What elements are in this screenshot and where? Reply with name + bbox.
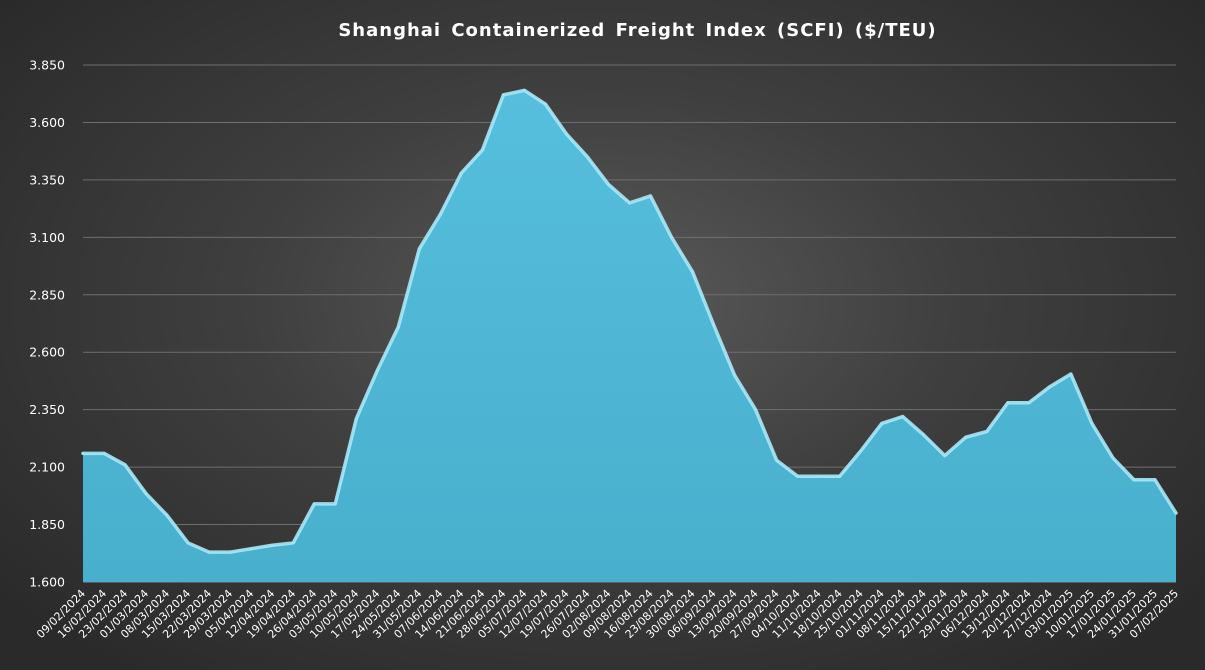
data-point xyxy=(1048,385,1052,388)
data-point xyxy=(586,155,589,159)
data-point xyxy=(228,550,232,554)
data-point xyxy=(1153,478,1157,481)
data-point xyxy=(523,89,526,92)
data-point xyxy=(1174,511,1178,515)
data-point xyxy=(901,415,904,418)
y-tick-label: 1.600 xyxy=(29,575,65,590)
data-point xyxy=(838,475,841,478)
data-point xyxy=(859,449,862,453)
data-point xyxy=(754,408,757,411)
data-point xyxy=(649,194,652,198)
data-point xyxy=(207,550,211,554)
data-point xyxy=(880,422,883,425)
y-tick-label: 2.600 xyxy=(29,345,65,360)
y-tick-label: 3.100 xyxy=(29,230,65,245)
y-axis: 1.600 1.850 2.100 2.350 2.600 2.850 3.100 3.350… xyxy=(29,58,65,590)
data-point xyxy=(102,452,106,455)
y-tick-label: 2.350 xyxy=(29,402,65,417)
data-point xyxy=(291,541,295,545)
data-point xyxy=(565,132,568,136)
data-point xyxy=(1069,372,1073,376)
data-point xyxy=(943,454,946,457)
y-tick-label: 3.350 xyxy=(29,172,65,187)
data-point xyxy=(376,369,379,372)
area-fill xyxy=(83,90,1176,582)
chart-title: Shanghai Containerized Freight Index (SC… xyxy=(338,20,937,41)
data-point xyxy=(418,247,421,251)
y-tick-label: 2.100 xyxy=(29,460,65,475)
data-point xyxy=(334,502,337,506)
data-point xyxy=(313,502,316,506)
y-tick-label: 3.600 xyxy=(29,115,65,130)
x-axis: 09/02/202416/02/202423/02/202401/03/2024… xyxy=(34,587,1181,641)
data-point xyxy=(733,374,736,377)
data-point xyxy=(481,148,484,152)
data-point xyxy=(544,102,547,106)
data-point xyxy=(270,544,274,547)
data-point xyxy=(1090,422,1094,425)
data-point xyxy=(922,433,925,437)
data-point xyxy=(712,323,715,326)
data-point xyxy=(607,183,610,186)
data-point xyxy=(1132,478,1136,481)
data-point xyxy=(355,417,358,421)
data-point xyxy=(1111,456,1115,460)
data-point xyxy=(964,436,968,439)
data-point xyxy=(1027,401,1031,404)
data-point xyxy=(186,541,190,545)
data-point xyxy=(502,93,505,97)
y-tick-label: 1.850 xyxy=(29,517,65,532)
data-point xyxy=(397,325,400,329)
data-point xyxy=(670,236,673,239)
data-point xyxy=(691,270,694,273)
data-point xyxy=(817,475,820,478)
data-point xyxy=(460,171,463,175)
y-tick-label: 3.850 xyxy=(29,58,65,73)
data-point xyxy=(144,492,148,495)
data-point xyxy=(439,213,442,216)
data-point xyxy=(796,475,799,478)
data-point xyxy=(985,430,989,433)
area-series xyxy=(81,88,1178,582)
y-tick-label: 2.850 xyxy=(29,287,65,302)
data-point xyxy=(628,201,631,205)
data-point xyxy=(123,463,127,467)
data-point xyxy=(165,514,169,517)
data-point xyxy=(249,547,253,550)
data-point xyxy=(1006,401,1010,404)
data-point xyxy=(81,452,85,455)
data-point xyxy=(775,459,778,462)
